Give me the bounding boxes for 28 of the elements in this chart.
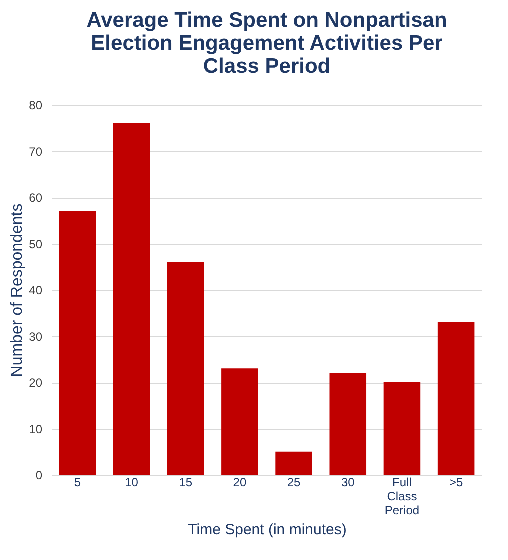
- bar: [384, 382, 421, 475]
- x-tick-label: Full Class Period: [384, 476, 420, 518]
- y-tick-label: 80: [29, 98, 43, 112]
- y-tick-label: 70: [29, 144, 43, 159]
- y-axis-title: Number of Respondents: [9, 204, 26, 378]
- x-tick-label: 30: [341, 476, 356, 490]
- x-tick-label: 10: [125, 476, 139, 490]
- bar: [113, 124, 150, 475]
- x-axis-title: Time Spent (in minutes): [188, 522, 347, 538]
- y-tick-label: 50: [29, 237, 43, 252]
- x-tick-label: >5: [449, 476, 464, 490]
- x-tick-label: 25: [287, 476, 302, 490]
- x-tick-label: 5: [74, 476, 82, 490]
- y-tick-label: 40: [29, 284, 43, 298]
- chart-title: Average Time Spent on Nonpartisan Election Engagement Activities Per Class Period: [86, 9, 448, 78]
- x-tick-label: 20: [233, 476, 247, 490]
- bar: [276, 452, 312, 475]
- bar: [222, 368, 258, 475]
- y-tick-label: 10: [29, 422, 43, 436]
- y-tick-label: 0: [36, 468, 43, 482]
- bar: [330, 373, 367, 475]
- y-tick-label: 30: [29, 330, 43, 344]
- bar: [59, 211, 96, 475]
- x-tick-label: 15: [179, 476, 193, 490]
- bar: [167, 262, 204, 475]
- y-tick-label: 60: [29, 191, 43, 205]
- y-tick-label: 20: [29, 376, 43, 390]
- bar: [438, 322, 475, 475]
